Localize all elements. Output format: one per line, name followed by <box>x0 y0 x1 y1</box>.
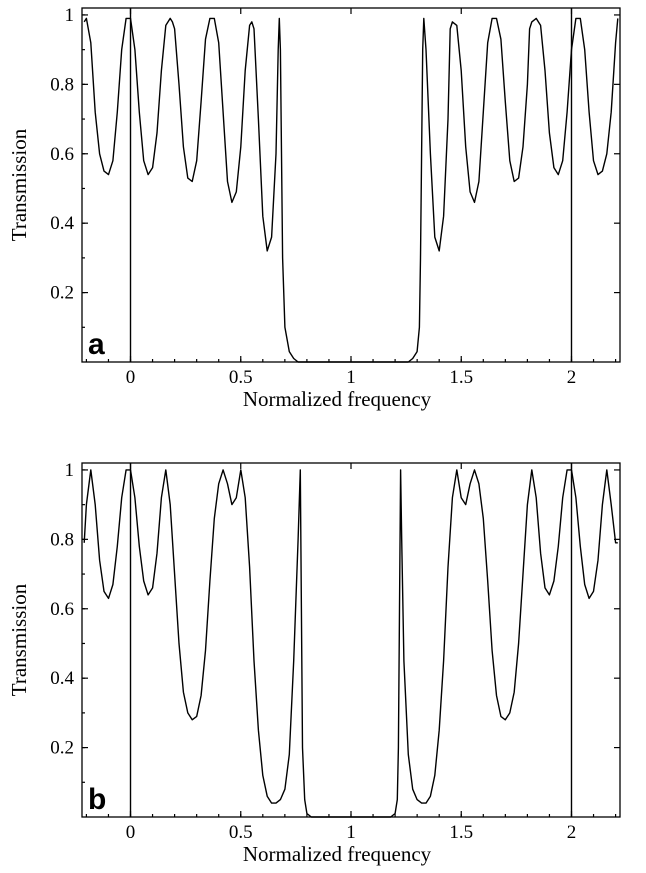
y-tick-label: 0.4 <box>50 213 74 234</box>
y-tick-label: 0.2 <box>50 738 74 759</box>
plot-frame <box>81 462 621 818</box>
x-tick-label: 0.5 <box>229 822 253 843</box>
x-tick-label: 2 <box>567 367 577 388</box>
x-tick-label: 0 <box>126 367 136 388</box>
y-tick-label: 0.4 <box>50 668 74 689</box>
y-tick-label: 1 <box>65 460 75 481</box>
x-tick-label: 1 <box>346 822 356 843</box>
x-tick-label: 2 <box>567 822 577 843</box>
y-tick-label: 1 <box>65 5 75 26</box>
y-tick-label: 0.6 <box>50 599 74 620</box>
x-axis-title: Normalized frequency <box>243 842 432 866</box>
x-tick-label: 0 <box>126 822 136 843</box>
y-tick-label: 0.2 <box>50 283 74 304</box>
x-tick-label: 0.5 <box>229 367 253 388</box>
x-tick-label: 1.5 <box>449 822 473 843</box>
x-tick-label: 1 <box>346 367 356 388</box>
x-axis-title: Normalized frequency <box>243 387 432 411</box>
panel-label: b <box>88 783 106 816</box>
y-axis-title: Transmission <box>7 128 31 241</box>
chart-panel-b: 0 0.5 1 1.5 2 0.2 0.4 0.6 0.8 1 b Normalized freque… <box>7 460 621 866</box>
y-tick-label: 0.8 <box>50 74 74 95</box>
transmission-curve <box>83 17 619 363</box>
panel-label: a <box>88 328 105 361</box>
y-tick-label: 0.6 <box>50 144 74 165</box>
x-tick-label: 1.5 <box>449 367 473 388</box>
y-axis-title: Transmission <box>7 583 31 696</box>
y-tick-label: 0.8 <box>50 529 74 550</box>
chart-panel-a: 0 0.5 1 1.5 2 0.2 0.4 0.6 0.8 1 a Normalized freque… <box>7 5 621 411</box>
transmission-curve <box>83 469 618 818</box>
